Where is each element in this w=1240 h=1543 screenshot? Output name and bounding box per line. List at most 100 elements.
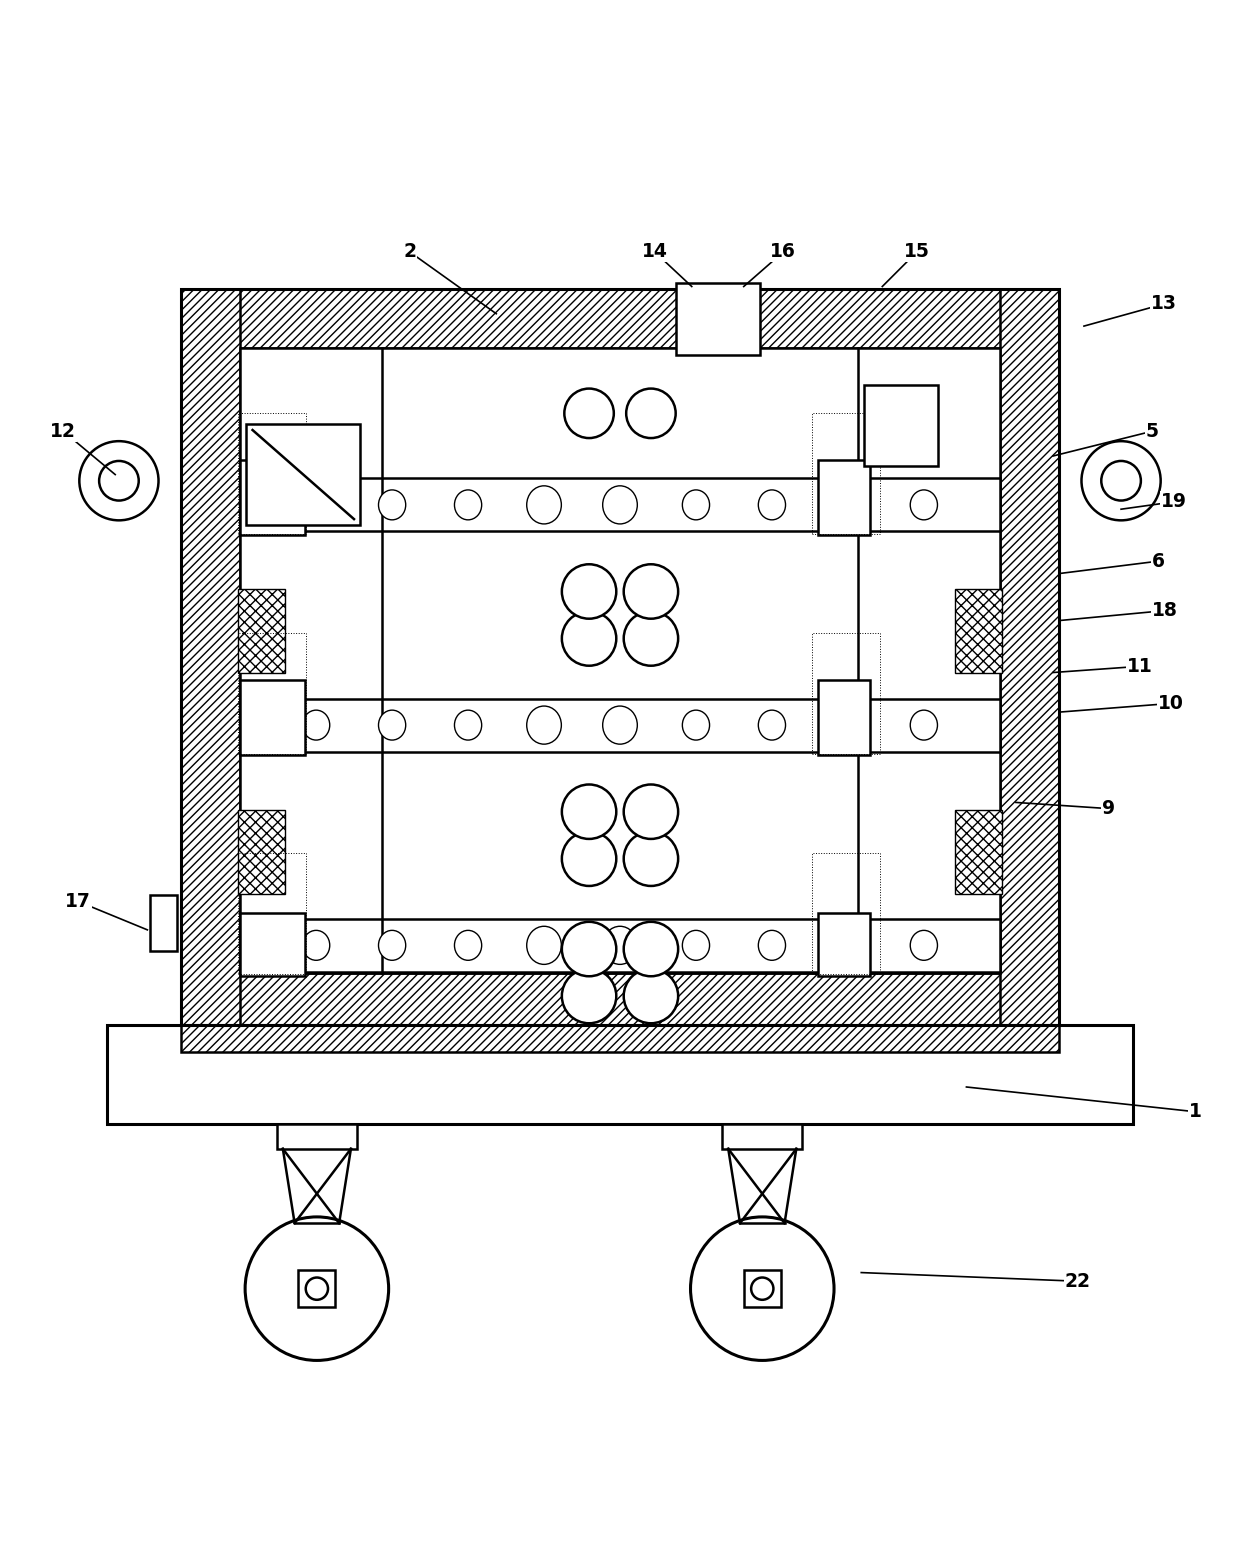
Bar [864,386,937,466]
Ellipse shape [835,491,862,520]
Text: 22: 22 [1065,1271,1091,1291]
Ellipse shape [603,926,637,964]
Ellipse shape [835,930,862,960]
Circle shape [624,921,678,977]
Circle shape [751,1278,774,1299]
Bar [722,1125,802,1150]
Circle shape [1101,461,1141,500]
Text: 19: 19 [1162,492,1187,511]
Circle shape [1081,441,1161,520]
Circle shape [562,832,616,886]
Ellipse shape [759,710,786,741]
Ellipse shape [303,710,330,741]
Ellipse shape [682,710,709,741]
Bar [299,1270,336,1307]
Ellipse shape [527,707,562,744]
Ellipse shape [910,930,937,960]
Ellipse shape [378,710,405,741]
Bar [181,289,1059,349]
Ellipse shape [835,710,862,741]
Bar [150,895,177,950]
Text: 16: 16 [770,242,796,261]
Ellipse shape [603,707,637,744]
Circle shape [562,565,616,619]
Bar [955,589,1002,673]
Bar [241,460,305,535]
Bar [818,680,870,756]
Bar [241,699,999,751]
Bar [955,810,1002,893]
Text: 17: 17 [66,892,91,910]
Bar [241,349,999,974]
Ellipse shape [378,930,405,960]
Bar [241,680,305,756]
Circle shape [624,969,678,1023]
Ellipse shape [454,710,481,741]
Ellipse shape [603,486,637,525]
Circle shape [624,784,678,839]
Circle shape [624,832,678,886]
Bar [818,912,870,975]
Bar [181,289,1059,1025]
Bar [238,412,306,534]
Bar [676,282,760,355]
Bar [812,633,880,755]
Text: 18: 18 [1152,602,1177,620]
Ellipse shape [759,491,786,520]
Text: 14: 14 [642,242,667,261]
Text: 12: 12 [51,421,76,441]
Text: 13: 13 [1152,295,1177,313]
Ellipse shape [910,491,937,520]
Ellipse shape [303,491,330,520]
Bar [181,289,241,1025]
Text: 2: 2 [403,242,417,261]
Ellipse shape [378,491,405,520]
Bar [238,633,306,755]
Circle shape [99,461,139,500]
Bar [241,918,999,972]
Ellipse shape [682,930,709,960]
Bar [241,478,999,531]
Bar [812,853,880,974]
Circle shape [626,389,676,438]
Bar [181,1025,1059,1052]
Circle shape [624,565,678,619]
Bar [238,589,285,673]
Text: 5: 5 [1146,421,1158,441]
Circle shape [624,611,678,665]
Circle shape [246,1217,388,1361]
Text: 9: 9 [1102,799,1115,818]
Circle shape [562,921,616,977]
Ellipse shape [682,491,709,520]
Circle shape [306,1278,329,1299]
Circle shape [562,969,616,1023]
Text: 15: 15 [904,242,930,261]
Bar [818,460,870,535]
Bar [181,974,1059,1025]
Bar [277,1125,357,1150]
Text: 11: 11 [1127,657,1152,676]
Bar [247,424,360,525]
Ellipse shape [454,930,481,960]
Circle shape [79,441,159,520]
Bar [744,1270,781,1307]
Bar [107,1025,1133,1125]
Bar [812,412,880,534]
Circle shape [564,389,614,438]
Ellipse shape [454,491,481,520]
Circle shape [562,611,616,665]
Ellipse shape [910,710,937,741]
Text: 1: 1 [1189,1102,1202,1122]
Ellipse shape [303,930,330,960]
Bar [241,912,305,975]
Ellipse shape [527,486,562,525]
Bar [999,289,1059,1025]
Text: 10: 10 [1158,694,1183,713]
Bar [238,810,285,893]
Bar [238,853,306,974]
Circle shape [691,1217,835,1361]
Ellipse shape [759,930,786,960]
Ellipse shape [527,926,562,964]
Circle shape [562,784,616,839]
Text: 6: 6 [1152,552,1164,571]
